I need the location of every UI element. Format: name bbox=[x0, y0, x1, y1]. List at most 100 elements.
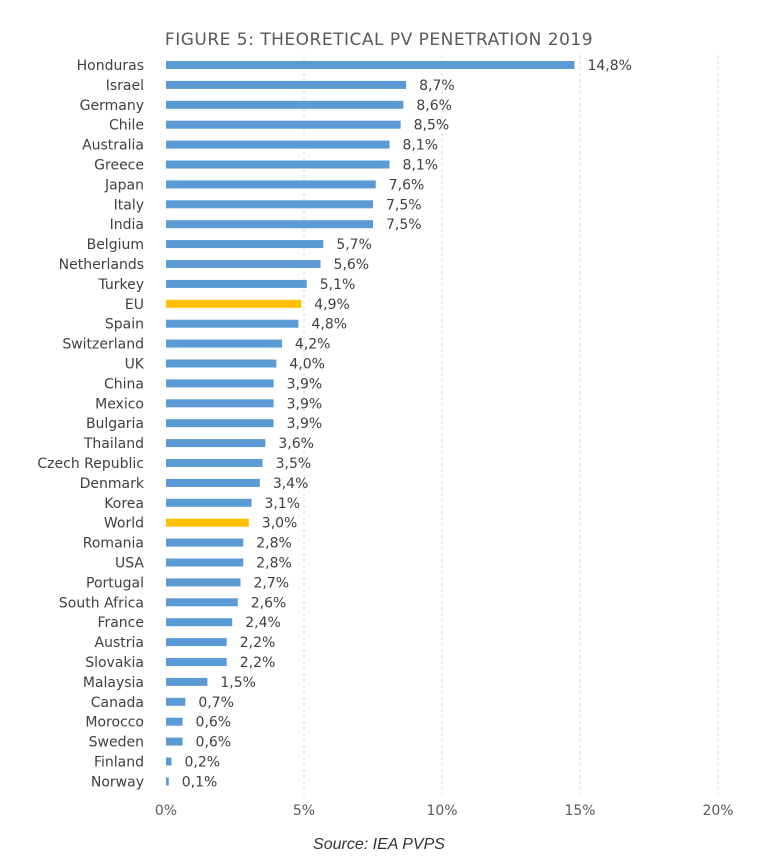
category-label: Israel bbox=[106, 78, 144, 94]
category-label: Slovakia bbox=[85, 655, 144, 671]
value-label: 3,1% bbox=[265, 496, 301, 512]
bar-australia bbox=[166, 140, 390, 149]
bar-netherlands bbox=[166, 260, 321, 268]
category-label: India bbox=[110, 217, 144, 233]
bar-france bbox=[166, 618, 233, 627]
bar-switzerland bbox=[166, 339, 282, 348]
value-label: 5,7% bbox=[336, 237, 372, 253]
bar-norway bbox=[166, 777, 169, 786]
value-label: 2,2% bbox=[240, 655, 276, 671]
category-label: China bbox=[104, 376, 144, 392]
category-label: Czech Republic bbox=[37, 456, 144, 472]
category-label: Denmark bbox=[80, 476, 145, 492]
bar-china bbox=[166, 379, 274, 388]
bar-uk bbox=[166, 359, 277, 368]
category-label: Honduras bbox=[77, 58, 144, 74]
bar-morocco bbox=[166, 717, 183, 726]
value-label: 4,0% bbox=[289, 357, 325, 373]
x-axis-ticks: 0% 5% 10% 15% 20% bbox=[155, 803, 734, 819]
category-label: France bbox=[97, 615, 144, 631]
bar-italy bbox=[166, 200, 373, 209]
bar-india bbox=[166, 220, 373, 229]
bar-sweden bbox=[166, 737, 183, 746]
category-label: World bbox=[104, 516, 144, 532]
category-label: Italy bbox=[114, 197, 144, 213]
category-label: Australia bbox=[82, 138, 144, 154]
category-label: Romania bbox=[83, 536, 144, 552]
x-tick-label: 10% bbox=[426, 803, 457, 819]
category-label: Greece bbox=[94, 158, 144, 174]
category-label: Turkey bbox=[97, 277, 144, 293]
category-label: Belgium bbox=[87, 237, 144, 253]
value-label: 3,5% bbox=[276, 456, 312, 472]
bar-japan bbox=[166, 180, 376, 189]
value-label: 2,8% bbox=[256, 556, 292, 572]
category-label: Morocco bbox=[85, 715, 144, 731]
bar-slovakia bbox=[166, 658, 227, 666]
value-label: 14,8% bbox=[587, 58, 631, 74]
x-tick-label: 20% bbox=[702, 803, 733, 819]
chart-title: FIGURE 5: THEORETICAL PV PENETRATION 201… bbox=[165, 30, 593, 50]
category-label: Japan bbox=[104, 177, 144, 193]
bar-czech-republic bbox=[166, 459, 263, 467]
bar-finland bbox=[166, 757, 172, 766]
category-label: EU bbox=[125, 297, 144, 313]
bar-austria bbox=[166, 638, 227, 647]
value-label: 4,9% bbox=[314, 297, 350, 313]
category-label: Austria bbox=[95, 635, 144, 651]
value-label: 0,6% bbox=[196, 715, 232, 731]
category-label: Spain bbox=[105, 317, 144, 333]
source-note: Source: IEA PVPS bbox=[313, 836, 445, 853]
value-label: 3,9% bbox=[287, 396, 323, 412]
category-label: Switzerland bbox=[62, 337, 144, 353]
value-label: 8,7% bbox=[419, 78, 455, 94]
category-label: Canada bbox=[91, 695, 144, 711]
bar-honduras bbox=[166, 61, 575, 69]
bar-denmark bbox=[166, 478, 260, 487]
value-label: 2,6% bbox=[251, 595, 287, 611]
category-label: Thailand bbox=[83, 436, 144, 452]
value-label: 2,4% bbox=[245, 615, 281, 631]
value-label: 3,4% bbox=[273, 476, 309, 492]
value-label: 2,8% bbox=[256, 536, 292, 552]
bar-turkey bbox=[166, 279, 307, 288]
value-label: 2,2% bbox=[240, 635, 276, 651]
bar-portugal bbox=[166, 578, 241, 587]
value-label: 4,8% bbox=[311, 317, 347, 333]
category-label: USA bbox=[115, 556, 144, 572]
category-label: Portugal bbox=[86, 575, 144, 591]
value-label: 8,1% bbox=[403, 138, 439, 154]
category-label: Finland bbox=[94, 755, 144, 771]
bar-israel bbox=[166, 80, 407, 89]
bar-thailand bbox=[166, 439, 266, 448]
value-label: 0,6% bbox=[196, 735, 232, 751]
value-label: 8,1% bbox=[403, 158, 439, 174]
value-label: 1,5% bbox=[220, 675, 256, 691]
value-label: 8,6% bbox=[416, 98, 452, 114]
value-label: 3,0% bbox=[262, 516, 298, 532]
bar-eu bbox=[166, 299, 302, 308]
value-label: 7,5% bbox=[386, 217, 422, 233]
value-label: 3,6% bbox=[278, 436, 314, 452]
category-label: Norway bbox=[91, 774, 144, 790]
value-label: 2,7% bbox=[254, 575, 290, 591]
category-label: Chile bbox=[109, 118, 144, 134]
category-label: UK bbox=[125, 357, 145, 373]
category-label: Korea bbox=[104, 496, 144, 512]
bar-korea bbox=[166, 498, 252, 507]
chart: FIGURE 5: THEORETICAL PV PENETRATION 201… bbox=[37, 30, 734, 819]
label-layer: Honduras 14,8% Israel 8,7% Germany 8,6% Chile 8… bbox=[37, 58, 632, 790]
bar-canada bbox=[166, 697, 186, 706]
value-label: 3,9% bbox=[287, 416, 323, 432]
value-label: 7,6% bbox=[389, 177, 425, 193]
category-label: Germany bbox=[80, 98, 144, 114]
category-label: Mexico bbox=[95, 396, 144, 412]
value-label: 0,7% bbox=[198, 695, 234, 711]
value-label: 0,2% bbox=[185, 755, 221, 771]
bar-malaysia bbox=[166, 677, 208, 686]
x-tick-label: 5% bbox=[293, 803, 315, 819]
bar-usa bbox=[166, 558, 244, 567]
value-label: 7,5% bbox=[386, 197, 422, 213]
value-label: 3,9% bbox=[287, 376, 323, 392]
x-tick-label: 15% bbox=[564, 803, 595, 819]
